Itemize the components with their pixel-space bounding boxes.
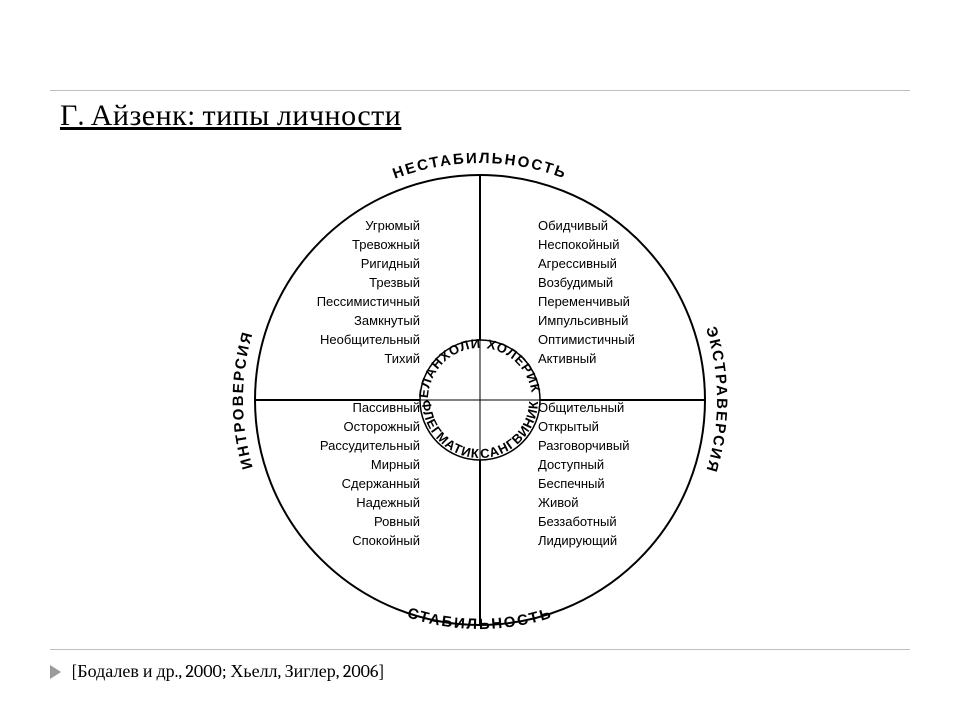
svg-text:ФЛЕГМАТИК: ФЛЕГМАТИК	[419, 399, 481, 461]
divider-bottom	[50, 649, 910, 650]
svg-text:Агрессивный: Агрессивный	[538, 256, 617, 271]
svg-text:Надежный: Надежный	[356, 495, 420, 510]
svg-text:Переменчивый: Переменчивый	[538, 294, 630, 309]
svg-text:Пассивный: Пассивный	[352, 400, 420, 415]
svg-text:Необщительный: Необщительный	[320, 332, 420, 347]
svg-text:Трезвый: Трезвый	[369, 275, 420, 290]
svg-text:Беспечный: Беспечный	[538, 476, 605, 491]
svg-text:Неспокойный: Неспокойный	[538, 237, 620, 252]
svg-text:Угрюмый: Угрюмый	[365, 218, 420, 233]
slide: Г. Айзенк: типы личности НЕСТАБИЛЬНОСТЬС…	[0, 0, 960, 720]
svg-text:Живой: Живой	[538, 495, 579, 510]
svg-text:Мирный: Мирный	[371, 457, 420, 472]
svg-text:Ригидный: Ригидный	[361, 256, 420, 271]
svg-text:ХОЛЕРИК: ХОЛЕРИК	[486, 336, 544, 394]
citation-text: [Бодалев и др., 2000; Хьелл, Зиглер, 200…	[71, 661, 385, 682]
page-title: Г. Айзенк: типы личности	[60, 98, 401, 133]
svg-text:Пессимистичный: Пессимистичный	[317, 294, 420, 309]
svg-text:Общительный: Общительный	[538, 400, 624, 415]
svg-text:Ровный: Ровный	[374, 514, 420, 529]
svg-text:Беззаботный: Беззаботный	[538, 514, 617, 529]
bullet-icon	[50, 665, 61, 679]
svg-text:Активный: Активный	[538, 351, 596, 366]
svg-text:Сдержанный: Сдержанный	[342, 476, 420, 491]
svg-text:САНГВИНИК: САНГВИНИК	[479, 400, 541, 462]
svg-text:Тихий: Тихий	[384, 351, 420, 366]
svg-text:ЭКСТРАВЕРСИЯ: ЭКСТРАВЕРСИЯ	[702, 325, 730, 476]
citation-row: [Бодалев и др., 2000; Хьелл, Зиглер, 200…	[50, 661, 385, 682]
svg-text:Замкнутый: Замкнутый	[354, 313, 420, 328]
svg-text:Оптимистичный: Оптимистичный	[538, 332, 635, 347]
eysenck-circle-diagram: НЕСТАБИЛЬНОСТЬСТАБИЛЬНОСТЬИНТРОВЕРСИЯЭКС…	[220, 150, 740, 645]
svg-text:Лидирующий: Лидирующий	[538, 533, 617, 548]
svg-text:Тревожный: Тревожный	[352, 237, 420, 252]
svg-text:Открытый: Открытый	[538, 419, 599, 434]
svg-text:Импульсивный: Импульсивный	[538, 313, 628, 328]
svg-text:Разговорчивый: Разговорчивый	[538, 438, 629, 453]
svg-text:ИНТРОВЕРСИЯ: ИНТРОВЕРСИЯ	[230, 329, 257, 471]
divider-top	[50, 90, 910, 91]
svg-text:Осторожный: Осторожный	[344, 419, 420, 434]
svg-text:Возбудимый: Возбудимый	[538, 275, 613, 290]
svg-text:Обидчивый: Обидчивый	[538, 218, 608, 233]
svg-text:Спокойный: Спокойный	[352, 533, 420, 548]
svg-text:Доступный: Доступный	[538, 457, 604, 472]
svg-text:Рассудительный: Рассудительный	[320, 438, 420, 453]
diagram-svg: НЕСТАБИЛЬНОСТЬСТАБИЛЬНОСТЬИНТРОВЕРСИЯЭКС…	[220, 150, 740, 645]
